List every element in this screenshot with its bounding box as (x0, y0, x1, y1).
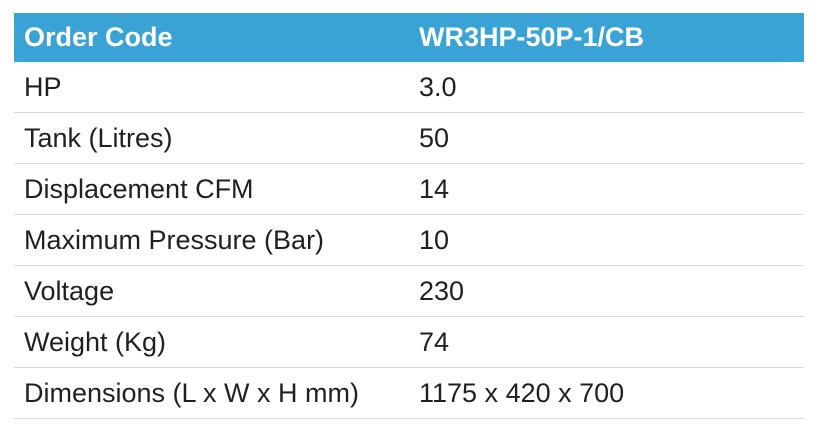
spec-label-displacement: Displacement CFM (14, 163, 417, 215)
table-row: Voltage 230 (14, 265, 804, 317)
table-header-row: Order Code WR3HP-50P-1/CB (14, 13, 804, 62)
spec-value-voltage: 230 (417, 265, 804, 317)
table-row: Weight (Kg) 74 (14, 316, 804, 368)
table-row: HP 3.0 (14, 62, 804, 113)
spec-label-voltage: Voltage (14, 265, 417, 317)
table-row: Tank (Litres) 50 (14, 112, 804, 164)
spec-table: Order Code WR3HP-50P-1/CB HP 3.0 Tank (L… (14, 13, 804, 419)
order-code-value: WR3HP-50P-1/CB (417, 13, 804, 62)
spec-value-weight: 74 (417, 316, 804, 368)
spec-value-tank: 50 (417, 112, 804, 164)
spec-label-dimensions: Dimensions (L x W x H mm) (14, 367, 417, 419)
spec-value-hp: 3.0 (417, 62, 804, 113)
table-row: Maximum Pressure (Bar) 10 (14, 214, 804, 266)
spec-label-weight: Weight (Kg) (14, 316, 417, 368)
spec-label-max-pressure: Maximum Pressure (Bar) (14, 214, 417, 266)
spec-label-tank: Tank (Litres) (14, 112, 417, 164)
spec-value-displacement: 14 (417, 163, 804, 215)
spec-value-max-pressure: 10 (417, 214, 804, 266)
spec-label-hp: HP (14, 62, 417, 113)
order-code-label: Order Code (14, 13, 417, 62)
table-row: Dimensions (L x W x H mm) 1175 x 420 x 7… (14, 367, 804, 419)
spec-value-dimensions: 1175 x 420 x 700 (417, 367, 804, 419)
table-row: Displacement CFM 14 (14, 163, 804, 215)
